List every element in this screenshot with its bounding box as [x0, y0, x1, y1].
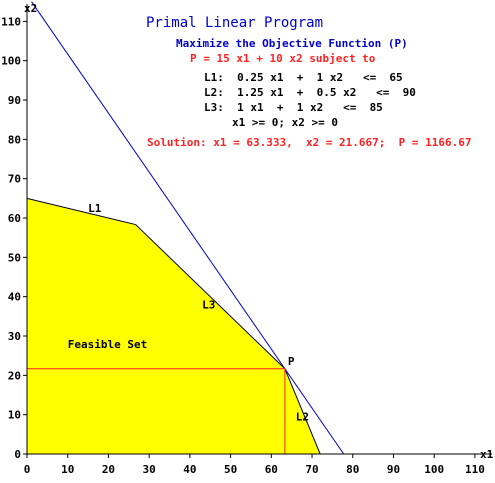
constraint-line-label: L3: [202, 298, 215, 311]
y-tick-label: 0: [14, 448, 21, 461]
y-tick-label: 30: [8, 330, 21, 343]
feasible-boundary-edge: [26, 197, 136, 226]
y-tick-label: 70: [8, 173, 21, 186]
objective-heading: Maximize the Objective Function (P): [176, 37, 408, 50]
nonnegativity-constraint: x1 >= 0; x2 >= 0: [232, 116, 338, 129]
y-tick-label: 80: [8, 133, 21, 146]
x-tick-label: 40: [183, 463, 196, 476]
chart-title: Primal Linear Program: [146, 15, 323, 31]
x-tick-label: 20: [102, 463, 115, 476]
constraint-l2: L2: 1.25 x1 + 0.5 x2 <= 90: [204, 86, 416, 99]
y-tick-label: 10: [8, 409, 21, 422]
x-tick-label: 60: [265, 463, 278, 476]
constraint-line-label: L2: [296, 411, 309, 424]
feasible-set-label: Feasible Set: [68, 338, 147, 351]
feasible-region: [27, 198, 321, 454]
x-tick-label: 10: [61, 463, 74, 476]
x-tick-label: 90: [387, 463, 400, 476]
x-tick-label: 50: [224, 463, 237, 476]
x-tick-label: 80: [346, 463, 359, 476]
y-tick-label: 90: [8, 94, 21, 107]
y-tick-label: 100: [1, 55, 21, 68]
y-tick-label: 40: [8, 291, 21, 304]
y-tick-label: 50: [8, 251, 21, 264]
optimum-point-label: P: [288, 355, 295, 368]
x-axis-label: x1: [480, 448, 494, 461]
objective-line: [31, 1, 345, 455]
header-text: Primal Linear Program Maximize the Objec…: [146, 15, 472, 149]
y-tick-label: 60: [8, 212, 21, 225]
x-tick-label: 30: [143, 463, 156, 476]
x-tick-label: 100: [424, 463, 444, 476]
x-tick-label: 110: [465, 463, 485, 476]
feasible-boundary-edge: [284, 368, 321, 455]
y-axis-label: x2: [24, 2, 37, 15]
y-tick-label: 110: [1, 15, 21, 28]
feasible-boundary-edge: [135, 224, 286, 370]
x-tick-label: 0: [24, 463, 31, 476]
x-tick-label: 70: [305, 463, 318, 476]
objective-function: P = 15 x1 + 10 x2 subject to: [190, 52, 376, 65]
solution-text: Solution: x1 = 63.333, x2 = 21.667; P = …: [147, 136, 472, 149]
y-tick-label: 20: [8, 369, 21, 382]
constraint-l1: L1: 0.25 x1 + 1 x2 <= 65: [204, 71, 403, 84]
constraint-line-label: L1: [88, 202, 102, 215]
plot-layer: 0 10 20 30 40 50 60 70 80 90 100 110 0 10 20 30 40 50 60 70…: [1, 1, 494, 476]
constraint-l3: L3: 1 x1 + 1 x2 <= 85: [204, 101, 383, 114]
